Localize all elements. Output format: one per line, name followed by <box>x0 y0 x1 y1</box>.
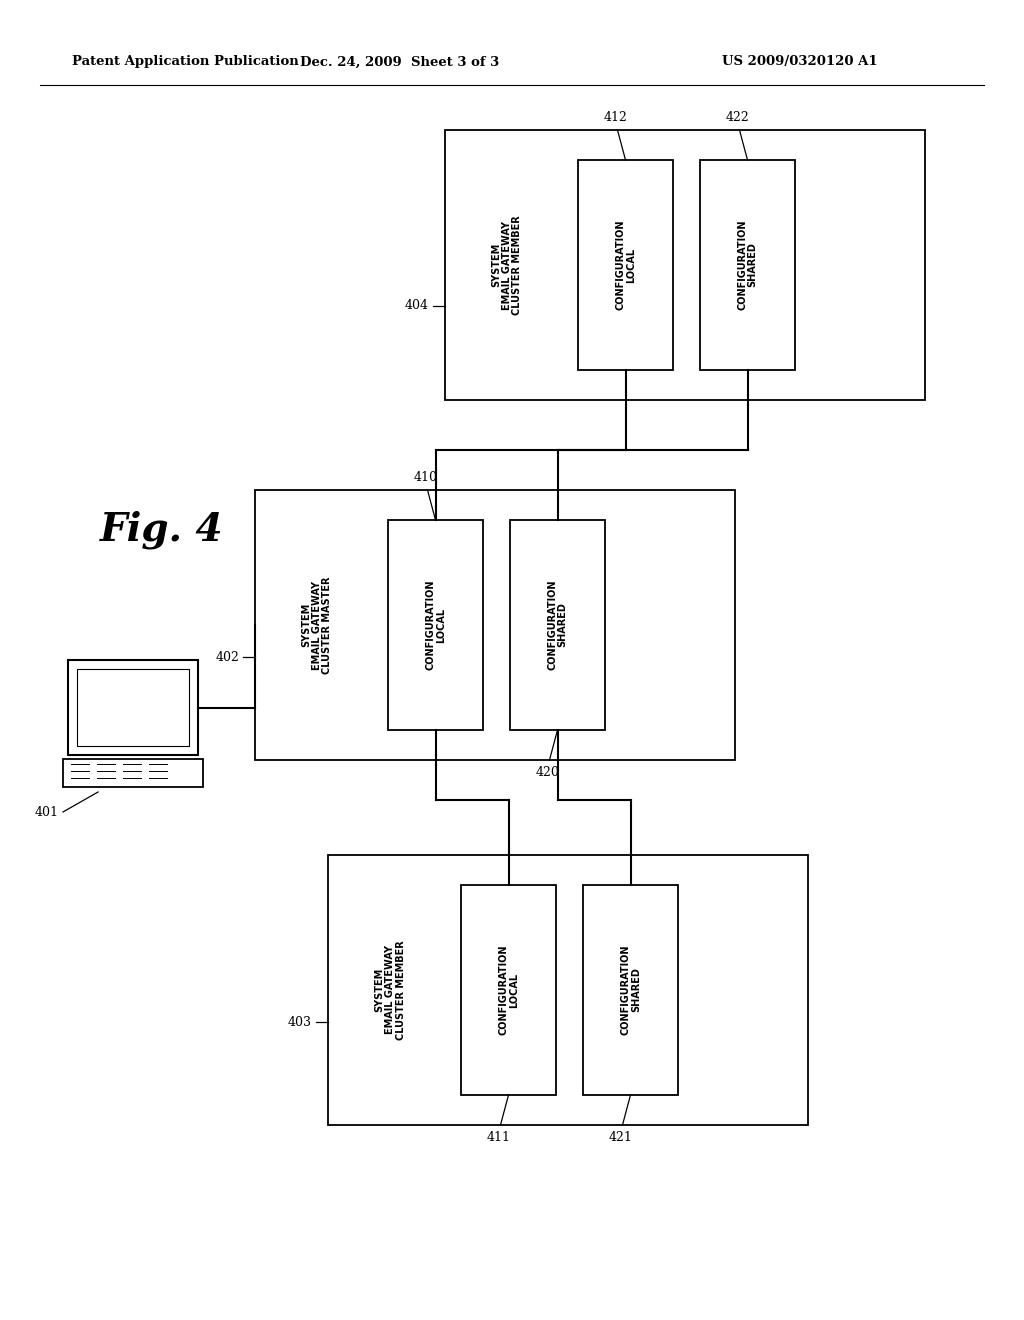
Bar <box>461 884 556 1096</box>
Text: CONFIGURATION: CONFIGURATION <box>621 945 630 1035</box>
Text: 411: 411 <box>486 1131 511 1144</box>
Bar <box>578 160 673 370</box>
Text: CONFIGURATION: CONFIGURATION <box>615 219 626 310</box>
Text: LOCAL: LOCAL <box>509 973 519 1007</box>
Text: 421: 421 <box>608 1131 633 1144</box>
Text: 403: 403 <box>288 1016 312 1028</box>
Text: Patent Application Publication: Patent Application Publication <box>72 55 299 69</box>
Text: SYSTEM: SYSTEM <box>375 968 384 1012</box>
Bar <box>255 490 735 760</box>
Text: SHARED: SHARED <box>558 602 567 647</box>
Bar <box>77 669 189 746</box>
Text: Fig. 4: Fig. 4 <box>100 511 223 549</box>
Text: CONFIGURATION: CONFIGURATION <box>737 219 748 310</box>
Text: CONFIGURATION: CONFIGURATION <box>547 579 557 671</box>
Text: SYSTEM: SYSTEM <box>492 243 502 288</box>
Text: 402: 402 <box>215 651 239 664</box>
Bar <box>328 855 808 1125</box>
Text: EMAIL GATEWAY: EMAIL GATEWAY <box>312 581 322 669</box>
Bar <box>583 884 678 1096</box>
Text: SHARED: SHARED <box>748 243 758 288</box>
Bar <box>445 129 925 400</box>
Text: 420: 420 <box>536 766 559 779</box>
Text: CLUSTER MEMBER: CLUSTER MEMBER <box>395 940 406 1040</box>
Text: SYSTEM: SYSTEM <box>301 603 311 647</box>
Text: 422: 422 <box>726 111 750 124</box>
Text: CLUSTER MEMBER: CLUSTER MEMBER <box>512 215 522 315</box>
Text: 404: 404 <box>406 300 429 312</box>
Bar <box>388 520 483 730</box>
Text: EMAIL GATEWAY: EMAIL GATEWAY <box>385 945 395 1035</box>
Text: CLUSTER MASTER: CLUSTER MASTER <box>323 577 333 673</box>
Text: LOCAL: LOCAL <box>436 607 445 643</box>
Text: LOCAL: LOCAL <box>626 247 636 282</box>
Text: US 2009/0320120 A1: US 2009/0320120 A1 <box>722 55 878 69</box>
Text: SHARED: SHARED <box>631 968 641 1012</box>
Bar <box>68 660 198 755</box>
Bar <box>510 520 605 730</box>
Text: 410: 410 <box>414 471 437 484</box>
Text: 401: 401 <box>35 805 59 818</box>
Text: CONFIGURATION: CONFIGURATION <box>499 945 508 1035</box>
Text: 412: 412 <box>603 111 628 124</box>
Bar <box>63 759 203 787</box>
Text: EMAIL GATEWAY: EMAIL GATEWAY <box>502 220 512 309</box>
Text: CONFIGURATION: CONFIGURATION <box>425 579 435 671</box>
Bar <box>700 160 795 370</box>
Text: Dec. 24, 2009  Sheet 3 of 3: Dec. 24, 2009 Sheet 3 of 3 <box>300 55 500 69</box>
